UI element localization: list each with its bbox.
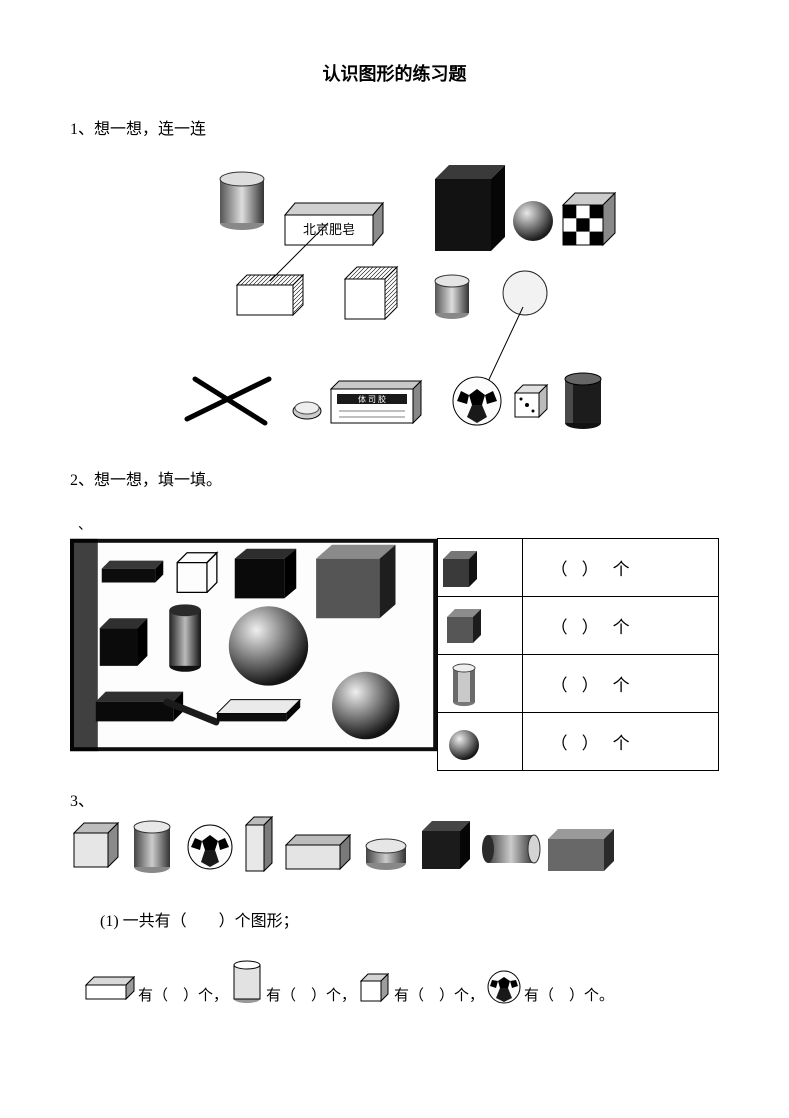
stray-mark: 、 [78,514,719,534]
q1-label: 1、想一想，连一连 [70,116,719,145]
q3-sub1: (1) 一共有（ ）个图形； [100,907,719,931]
q2-label: 2、想一想，填一填。 [70,467,719,496]
cuboid-icon [438,538,522,596]
q1-figure: 北京肥皂 [70,163,719,443]
q2-figure: （）个 （）个 [70,538,719,771]
table-row: （）个 [438,712,719,770]
soap-label: 北京肥皂 [302,222,354,237]
count-cell: （）个 [522,654,718,712]
q3-label: 3、 [70,787,94,811]
cube-icon [358,971,394,1005]
q3-sub2: 有（ ）个， 有（ ）个， 有（ ）个， 有（ [84,959,719,1005]
count-cell: （）个 [522,712,718,770]
soccer-icon [486,969,524,1005]
q2-table: （）个 （）个 [437,538,719,771]
count-cell: （）个 [522,538,718,596]
cube-icon [438,596,522,654]
table-row: （）个 [438,596,719,654]
q3-row: 3、 [70,787,719,881]
table-row: （）个 [438,654,719,712]
page-title: 认识图形的练习题 [70,60,719,86]
cuboid-icon [84,975,138,1005]
sphere-icon [438,712,522,770]
cylinder-icon [230,959,266,1005]
table-row: （）个 [438,538,719,596]
count-cell: （）个 [522,596,718,654]
cylinder-icon [438,654,522,712]
svg-text:体 司 胶: 体 司 胶 [358,394,386,404]
